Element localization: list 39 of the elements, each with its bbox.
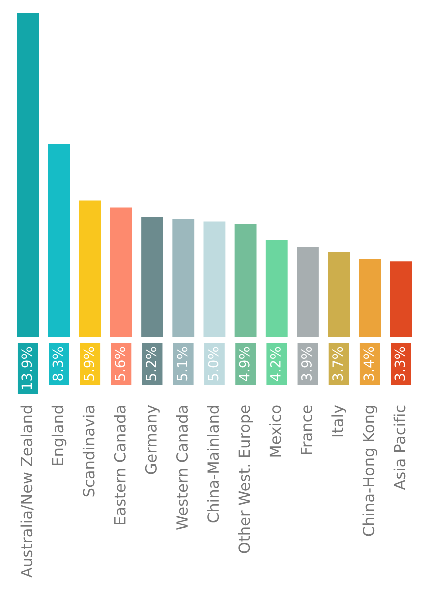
bar bbox=[233, 222, 258, 338]
bar bbox=[358, 258, 383, 338]
x-tick-label: Asia Pacific bbox=[394, 406, 406, 490]
data-label: 8.3% bbox=[52, 347, 64, 381]
x-tick-label: France bbox=[301, 406, 312, 454]
data-label: 3.9% bbox=[302, 347, 312, 381]
bar bbox=[296, 246, 320, 338]
x-tick-label: Italy bbox=[332, 405, 346, 437]
bar bbox=[140, 216, 165, 338]
x-tick-label: Germany bbox=[145, 405, 160, 474]
data-label: 4.2% bbox=[270, 347, 281, 382]
x-tick-label: Western Canada bbox=[176, 406, 188, 530]
bar bbox=[16, 12, 41, 338]
data-label: 5.1% bbox=[177, 347, 188, 381]
x-tick-label: China-Mainland bbox=[207, 406, 220, 523]
data-label: 5.6% bbox=[114, 347, 126, 381]
bar bbox=[109, 206, 134, 338]
x-tick-label: China-Hong Kong bbox=[362, 406, 378, 536]
x-tick-label: Mexico bbox=[269, 406, 282, 457]
bar bbox=[202, 220, 228, 338]
data-label: 3.4% bbox=[364, 347, 374, 381]
x-tick-label: Scandinavia bbox=[82, 406, 95, 497]
bar bbox=[264, 239, 290, 338]
bar bbox=[78, 199, 103, 338]
bar bbox=[326, 250, 352, 338]
data-label: 13.9% bbox=[22, 347, 32, 390]
bar bbox=[171, 218, 196, 338]
data-label: 5.0% bbox=[208, 347, 219, 381]
data-label: 4.9% bbox=[239, 347, 250, 382]
x-tick-label: Eastern Canada bbox=[114, 406, 126, 524]
x-tick-label: Other West. Europe bbox=[238, 406, 254, 554]
data-label: 5.9% bbox=[84, 347, 94, 381]
x-tick-label: England bbox=[52, 406, 67, 466]
x-tick-label: Australia/New Zealand bbox=[20, 406, 34, 578]
bar bbox=[46, 143, 72, 338]
data-label: 3.7% bbox=[332, 347, 344, 381]
data-label: 5.2% bbox=[146, 347, 157, 381]
bar bbox=[388, 260, 414, 338]
data-label: 3.3% bbox=[394, 347, 406, 381]
